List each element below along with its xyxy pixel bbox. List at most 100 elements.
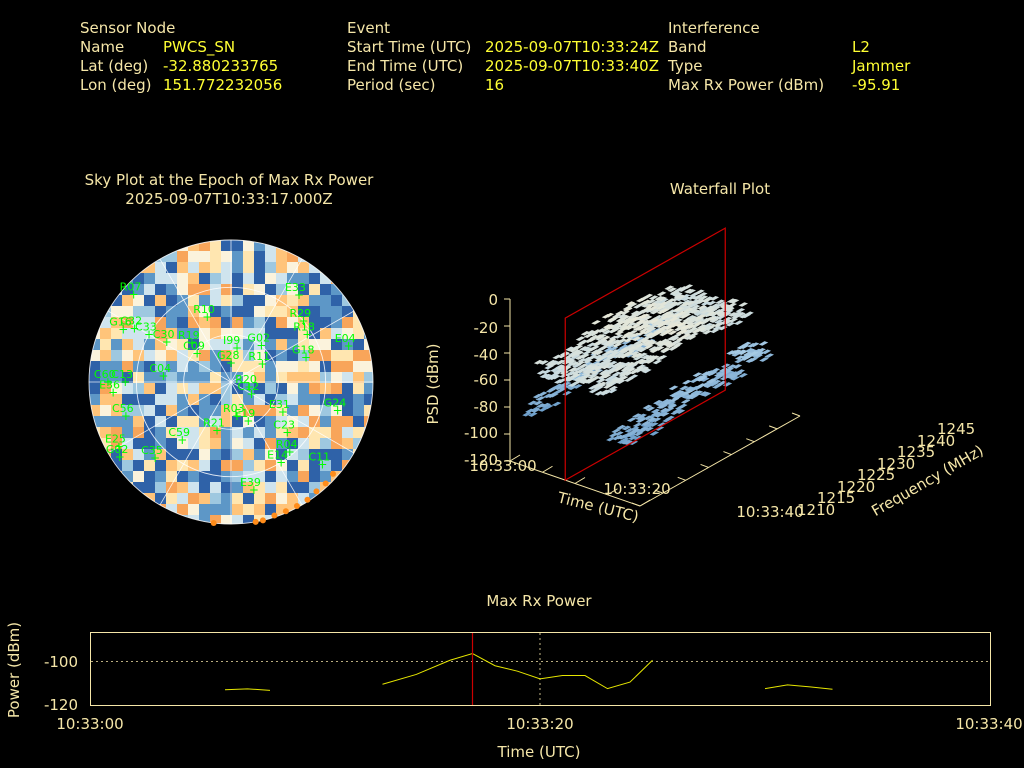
power-tick-neg100: -100	[44, 653, 78, 671]
sky-tile	[342, 427, 354, 439]
sky-tile	[309, 273, 321, 285]
waterfall-cell	[575, 336, 586, 341]
sky-tile	[353, 361, 365, 373]
sky-tile	[155, 471, 167, 483]
sky-tile	[122, 372, 134, 384]
sky-tile	[298, 350, 310, 362]
waterfall-cell	[664, 285, 675, 291]
sky-tile	[287, 394, 299, 406]
waterfall-cell	[635, 297, 646, 303]
satellite-marker: +	[302, 327, 312, 341]
sky-tile	[221, 295, 233, 307]
waterfall-cell	[694, 321, 704, 326]
sky-tile	[210, 471, 222, 483]
waterfall-cell	[583, 358, 593, 364]
sky-tile	[364, 372, 373, 384]
sky-tile	[265, 306, 277, 318]
sky-tile	[188, 449, 200, 461]
waterfall-cell	[553, 369, 564, 375]
sky-tile	[320, 339, 332, 351]
sky-tile	[243, 394, 255, 406]
waterfall-cell	[735, 308, 746, 313]
max-power-series	[224, 652, 833, 691]
waterfall-cell	[574, 355, 585, 360]
waterfall-cell	[617, 313, 627, 319]
sky-tile	[89, 405, 101, 417]
sky-tile	[188, 493, 200, 505]
waterfall-cell	[723, 319, 733, 325]
frequency-tick	[631, 502, 641, 507]
waterfall-cell	[639, 426, 649, 432]
waterfall-cell	[714, 310, 725, 315]
sky-tile	[265, 449, 277, 461]
sky-tile	[276, 471, 288, 483]
waterfall-cell	[597, 381, 607, 387]
sky-tile	[232, 262, 244, 274]
waterfall-cell	[522, 411, 532, 417]
sky-tile	[221, 438, 233, 450]
time-tick	[509, 454, 521, 462]
sky-tile	[276, 262, 288, 274]
waterfall-cell	[635, 342, 645, 348]
sky-tile	[188, 504, 200, 516]
sky-tile	[199, 394, 211, 406]
satellite-label: E33	[285, 281, 306, 294]
time-tick-2: 10:33:40	[955, 715, 1022, 733]
waterfall-cell	[668, 385, 679, 391]
max-power-line	[382, 652, 653, 690]
sky-tile	[232, 482, 244, 494]
waterfall-cell	[657, 296, 668, 302]
waterfall-cell	[623, 307, 633, 312]
sky-tile	[177, 438, 189, 450]
waterfall-cell	[621, 371, 631, 376]
waterfall-cell	[706, 300, 717, 306]
waterfall-cell	[625, 361, 636, 367]
sky-tile	[276, 317, 288, 329]
sky-tile	[342, 394, 354, 406]
waterfall-cell	[649, 318, 660, 324]
waterfall-cell	[671, 344, 681, 349]
waterfall-cell	[705, 308, 716, 313]
sky-tile	[188, 339, 200, 351]
waterfall-cell	[630, 316, 640, 322]
satellite-label: G18	[292, 344, 315, 357]
sky-tile	[298, 361, 310, 373]
x-tick-1: 10:33:20	[603, 480, 670, 498]
waterfall-cell	[709, 328, 720, 334]
waterfall-cell	[759, 357, 769, 362]
sky-tile	[232, 295, 244, 307]
sky-tile	[243, 372, 255, 384]
sky-tile	[298, 317, 310, 329]
waterfall-cell	[719, 303, 729, 309]
waterfall-cell	[717, 312, 728, 317]
sky-tile	[122, 350, 134, 362]
sky-tile	[188, 350, 200, 362]
sky-tile	[166, 251, 178, 263]
y-tick-4: 1230	[877, 455, 915, 473]
waterfall-cell	[692, 295, 703, 301]
sky-tile	[188, 306, 200, 318]
sky-tile	[177, 482, 189, 494]
waterfall-cell	[688, 326, 699, 332]
sky-tile	[265, 328, 277, 340]
waterfall-cell	[649, 348, 660, 353]
waterfall-cell	[547, 362, 558, 368]
jammer-marker	[293, 502, 300, 509]
sky-tile	[243, 273, 255, 285]
waterfall-cell	[650, 408, 661, 414]
sky-tile	[243, 350, 255, 362]
sky-tile	[287, 493, 299, 505]
sky-tile	[188, 482, 200, 494]
waterfall-cell	[639, 367, 650, 372]
waterfall-cell	[623, 440, 633, 445]
waterfall-cell	[668, 316, 679, 322]
waterfall-surface	[522, 284, 775, 445]
satellite-marker: +	[294, 288, 304, 302]
sky-tile	[199, 504, 211, 516]
satellite-marker: +	[246, 387, 256, 401]
sky-tile	[111, 383, 123, 395]
sky-tile	[331, 372, 343, 384]
sky-tile	[309, 460, 321, 472]
waterfall-cell	[725, 321, 736, 327]
sky-tile	[155, 317, 167, 329]
